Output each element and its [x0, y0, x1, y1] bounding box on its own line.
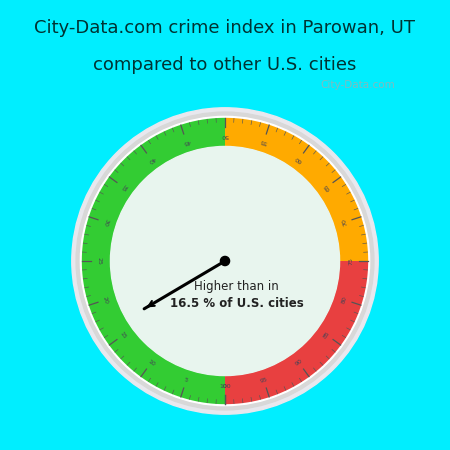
Text: 35: 35 [119, 182, 128, 192]
Text: 60: 60 [294, 155, 303, 164]
Text: 85: 85 [322, 330, 331, 339]
Circle shape [110, 146, 340, 376]
Text: 16.5 % of U.S. cities: 16.5 % of U.S. cities [170, 297, 303, 310]
Text: 30: 30 [102, 218, 109, 227]
Text: 75: 75 [348, 257, 353, 265]
Text: 15: 15 [119, 330, 128, 339]
Polygon shape [82, 118, 225, 404]
Text: 80: 80 [341, 295, 348, 304]
Polygon shape [225, 261, 368, 404]
Text: City-Data.com crime index in Parowan, UT: City-Data.com crime index in Parowan, UT [35, 19, 415, 37]
Text: 70: 70 [341, 218, 348, 227]
Text: 55: 55 [259, 138, 268, 145]
Circle shape [81, 117, 369, 405]
Text: 5: 5 [184, 378, 189, 383]
Text: 10: 10 [147, 358, 156, 367]
Circle shape [76, 112, 374, 410]
Text: 40: 40 [146, 155, 156, 164]
Text: 25: 25 [97, 257, 102, 265]
Text: 95: 95 [259, 377, 268, 384]
Text: 20: 20 [102, 295, 109, 304]
Text: Higher than in: Higher than in [194, 280, 279, 293]
Text: 0: 0 [223, 384, 227, 389]
Circle shape [72, 108, 378, 414]
Polygon shape [225, 118, 368, 261]
Text: 100: 100 [219, 384, 231, 389]
Text: 45: 45 [182, 138, 191, 145]
Text: compared to other U.S. cities: compared to other U.S. cities [93, 56, 357, 74]
Text: 90: 90 [294, 358, 304, 367]
Text: 65: 65 [322, 183, 331, 192]
Text: City-Data.com: City-Data.com [320, 80, 395, 90]
Text: 50: 50 [221, 133, 229, 138]
Circle shape [220, 256, 230, 266]
